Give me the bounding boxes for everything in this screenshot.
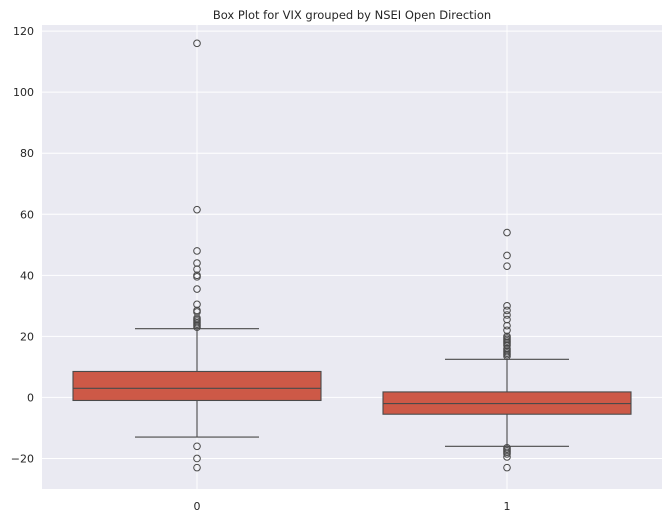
outlier-point (503, 453, 511, 461)
tick-labels: −20 0 20 40 60 80 100 120 0 1 (11, 25, 511, 513)
outlier-point (193, 285, 201, 293)
outlier-point (193, 247, 201, 255)
y-tick-label--20: −20 (11, 452, 34, 465)
chart-title: Box Plot for VIX grouped by NSEI Open Di… (213, 8, 491, 22)
y-tick-label-100: 100 (13, 86, 34, 99)
outlier-point (503, 306, 511, 315)
outlier-point (193, 300, 201, 309)
y-tick-label-0: 0 (27, 391, 34, 404)
outlier-point (503, 450, 511, 458)
outlier-point (503, 228, 511, 237)
x-tick-label-0: 0 (194, 500, 201, 513)
y-tick-label-80: 80 (20, 147, 34, 160)
box-iqr (72, 370, 322, 402)
outlier-point (193, 463, 201, 472)
y-tick-label-120: 120 (13, 25, 34, 38)
outlier-point (503, 302, 511, 310)
y-tick-label-40: 40 (20, 269, 34, 282)
outlier-point (193, 259, 201, 267)
box-group-1 (382, 228, 632, 472)
outlier-point (503, 326, 511, 335)
y-tick-label-60: 60 (20, 208, 34, 221)
y-tick-label-20: 20 (20, 330, 34, 343)
outlier-point (503, 251, 511, 260)
outlier-point (503, 311, 511, 319)
outlier-point (503, 262, 511, 270)
outlier-point (503, 463, 511, 472)
outlier-point (193, 39, 201, 48)
outlier-point (193, 205, 201, 214)
outlier-point (193, 454, 201, 463)
outlier-point (503, 315, 511, 324)
box-group-0 (72, 39, 322, 472)
outlier-point (193, 442, 201, 451)
boxes-layer (72, 39, 632, 472)
plot-background (42, 25, 662, 489)
x-tick-label-1: 1 (504, 500, 511, 513)
